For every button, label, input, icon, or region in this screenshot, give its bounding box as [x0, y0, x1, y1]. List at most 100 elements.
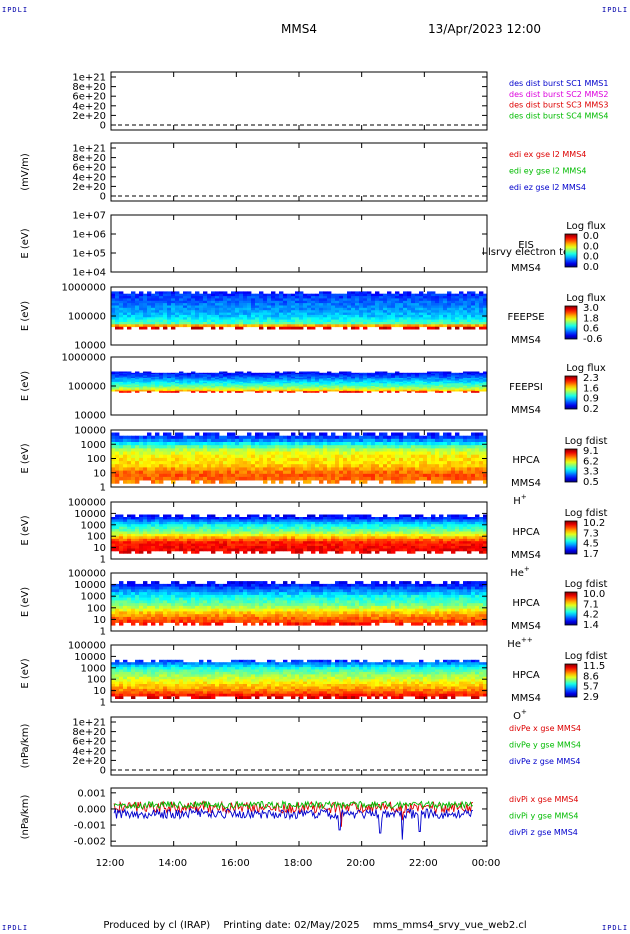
spectrogram-cell — [359, 384, 364, 387]
spectrogram-cell — [479, 324, 484, 328]
spectrogram-cell — [411, 379, 416, 381]
spectrogram-cell — [171, 293, 176, 297]
spectrogram-cell — [231, 435, 236, 440]
spectrogram-cell — [411, 305, 416, 309]
spectrogram-cell — [143, 384, 148, 387]
spectrogram-cell — [431, 379, 436, 381]
spectrogram-cell — [303, 451, 308, 456]
spectrogram-cell — [291, 300, 296, 304]
spectrogram-cell — [243, 543, 248, 547]
spectrogram-cell — [111, 387, 116, 389]
spectrogram-cell — [247, 457, 252, 462]
spectrogram-cell — [463, 378, 468, 380]
spectrogram-cell — [195, 383, 200, 385]
spectrogram-cell — [243, 375, 248, 378]
spectrogram-cell — [219, 314, 224, 318]
spectrogram-cell — [151, 461, 156, 465]
spectrogram-cell — [139, 314, 144, 318]
spectrogram-cell — [151, 378, 156, 380]
spectrogram-cell — [263, 378, 268, 380]
spectrogram-cell — [483, 376, 488, 379]
spectrogram-cell — [299, 470, 304, 475]
spectrogram-cell — [259, 372, 264, 375]
spectrogram-cell — [371, 307, 376, 311]
spectrogram-cell — [123, 378, 128, 380]
spectrogram-cell — [279, 454, 284, 459]
spectrogram-cell — [475, 381, 480, 384]
spectrogram-cell — [395, 432, 400, 437]
spectrogram-cell — [147, 524, 152, 527]
spectrogram-cell — [139, 457, 144, 462]
spectrogram-cell — [359, 374, 364, 376]
spectrogram-cell — [223, 296, 228, 299]
spectrogram-cell — [203, 543, 208, 547]
spectrogram-cell — [155, 374, 160, 376]
spectrogram-cell — [219, 317, 224, 321]
spectrogram-cell — [439, 376, 444, 379]
spectrogram-cell — [191, 387, 196, 389]
spectrogram-cell — [207, 305, 212, 309]
spectrogram-cell — [411, 293, 416, 297]
spectrogram-cell — [119, 541, 124, 544]
spectrogram-cell — [111, 524, 116, 527]
spectrogram-cell — [219, 324, 224, 328]
spectrogram-cell — [203, 376, 208, 379]
spectrogram-cell — [223, 548, 228, 552]
spectrogram-cell — [403, 374, 408, 376]
spectrogram-cell — [315, 293, 320, 297]
spectrogram-cell — [271, 476, 276, 481]
spectrogram-cell — [151, 435, 156, 440]
spectrogram-cell — [207, 531, 212, 535]
spectrogram-cell — [451, 317, 456, 321]
spectrogram-cell — [479, 312, 484, 316]
spectrogram-cell — [139, 464, 144, 468]
spectrogram-cell — [271, 314, 276, 318]
spectrogram-cell — [279, 326, 284, 330]
spectrogram-cell — [275, 376, 280, 379]
spectrogram-cell — [411, 375, 416, 378]
y-tick-label: 1000000 — [61, 283, 106, 294]
colorbar-tick-label: 3.3 — [583, 467, 599, 478]
spectrogram-cell — [343, 464, 348, 468]
spectrogram-cell — [443, 438, 448, 443]
spectrogram-cell — [479, 388, 484, 391]
spectrogram-cell — [415, 467, 420, 471]
spectrogram-cell — [375, 319, 380, 323]
spectrogram-cell — [475, 451, 480, 456]
spectrogram-cell — [255, 461, 260, 465]
spectrogram-cell — [115, 378, 120, 380]
spectrogram-cell — [291, 322, 296, 325]
spectrogram-cell — [295, 300, 300, 304]
spectrogram-cell — [347, 476, 352, 481]
spectrogram-cell — [319, 389, 324, 392]
spectrogram-cell — [483, 372, 488, 375]
spectrogram-cell — [467, 324, 472, 328]
spectrogram-cell — [295, 376, 300, 379]
spectrogram-cell — [275, 445, 280, 449]
spectrogram-cell — [215, 375, 220, 378]
spectrogram-cell — [247, 293, 252, 297]
spectrogram-cell — [343, 435, 348, 440]
spectrogram-cell — [339, 451, 344, 456]
spectrogram-cell — [283, 467, 288, 471]
spectrogram-cell — [207, 379, 212, 381]
spectrogram-cell — [291, 314, 296, 318]
spectrogram-cell — [215, 300, 220, 304]
spectrogram-cell — [303, 445, 308, 449]
spectrogram-cell — [299, 314, 304, 318]
spectrogram-cell — [475, 432, 480, 437]
spectrogram-cell — [475, 387, 480, 389]
spectrogram-cell — [451, 435, 456, 440]
spectrogram-cell — [419, 307, 424, 311]
spectrogram-cell — [371, 314, 376, 318]
spectrogram-cell — [251, 374, 256, 376]
spectrogram-cell — [427, 476, 432, 481]
spectrogram-cell — [435, 470, 440, 475]
spectrogram-cell — [383, 376, 388, 379]
spectrogram-cell — [335, 379, 340, 381]
spectrogram-cell — [351, 385, 356, 388]
spectrogram-cell — [163, 536, 168, 540]
spectrogram-cell — [459, 319, 464, 323]
spectrogram-cell — [447, 374, 452, 376]
spectrogram-cell — [235, 517, 240, 520]
